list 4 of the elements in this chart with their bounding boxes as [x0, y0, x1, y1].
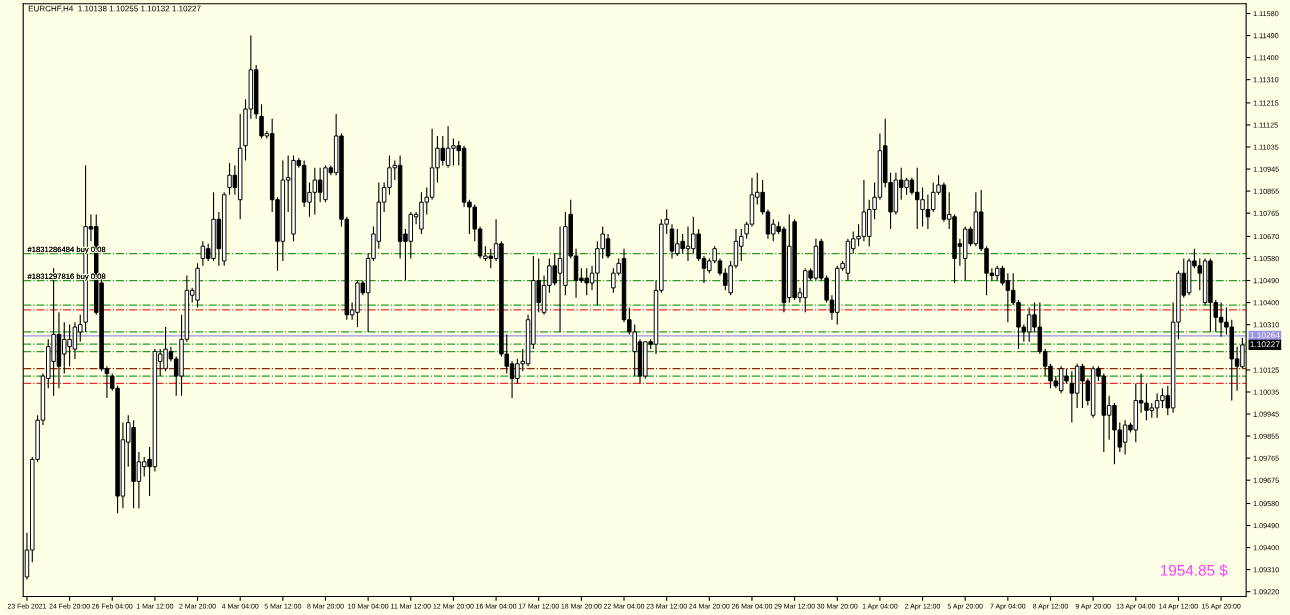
- chart-title: EURCHF,H4 1.10138 1.10255 1.10132 1.10227: [28, 5, 201, 13]
- annotation: 1954.85 $: [1161, 564, 1228, 577]
- text: 1.10227: [1250, 341, 1280, 348]
- ref-line-label: 1.10264: [1250, 332, 1280, 339]
